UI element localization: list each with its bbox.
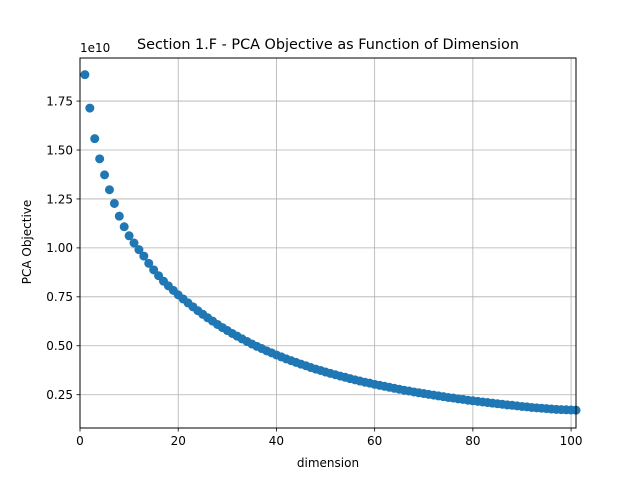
data-point [129, 238, 139, 248]
y-tick-label: 1.75 [46, 94, 73, 108]
data-point [134, 245, 144, 255]
data-point [109, 198, 119, 208]
y-tick-label: 1.50 [46, 143, 73, 157]
x-tick-label: 0 [76, 434, 84, 448]
x-tick-label: 80 [465, 434, 480, 448]
y-tick-label: 0.50 [46, 339, 73, 353]
y-axis-ticks: 0.25 0.50 0.75 1.00 1.25 1.50 1.75 [46, 94, 80, 402]
data-point [114, 211, 124, 221]
data-point [104, 185, 114, 195]
y-axis-offset-label: 1e10 [80, 41, 110, 55]
data-point [119, 222, 129, 232]
y-tick-label: 0.25 [46, 388, 73, 402]
scatter-points [80, 70, 581, 415]
y-tick-label: 0.75 [46, 290, 73, 304]
x-tick-label: 40 [269, 434, 284, 448]
data-point [85, 103, 95, 113]
data-point [139, 251, 149, 261]
data-point [90, 134, 100, 144]
data-point [100, 170, 110, 180]
x-axis-label: dimension [297, 456, 359, 470]
data-point [124, 231, 134, 241]
chart-title: Section 1.F - PCA Objective as Function … [137, 37, 519, 53]
plot-frame [79, 57, 577, 429]
data-point [95, 154, 105, 164]
x-axis-ticks: 0 20 40 60 80 100 [76, 428, 583, 448]
data-point [80, 70, 90, 80]
y-tick-label: 1.25 [46, 192, 73, 206]
y-tick-label: 1.00 [46, 241, 73, 255]
grid [79, 58, 576, 428]
x-tick-label: 60 [367, 434, 382, 448]
x-tick-label: 100 [560, 434, 583, 448]
x-tick-label: 20 [171, 434, 186, 448]
data-point [144, 258, 154, 268]
y-axis-label: PCA Objective [20, 200, 34, 285]
